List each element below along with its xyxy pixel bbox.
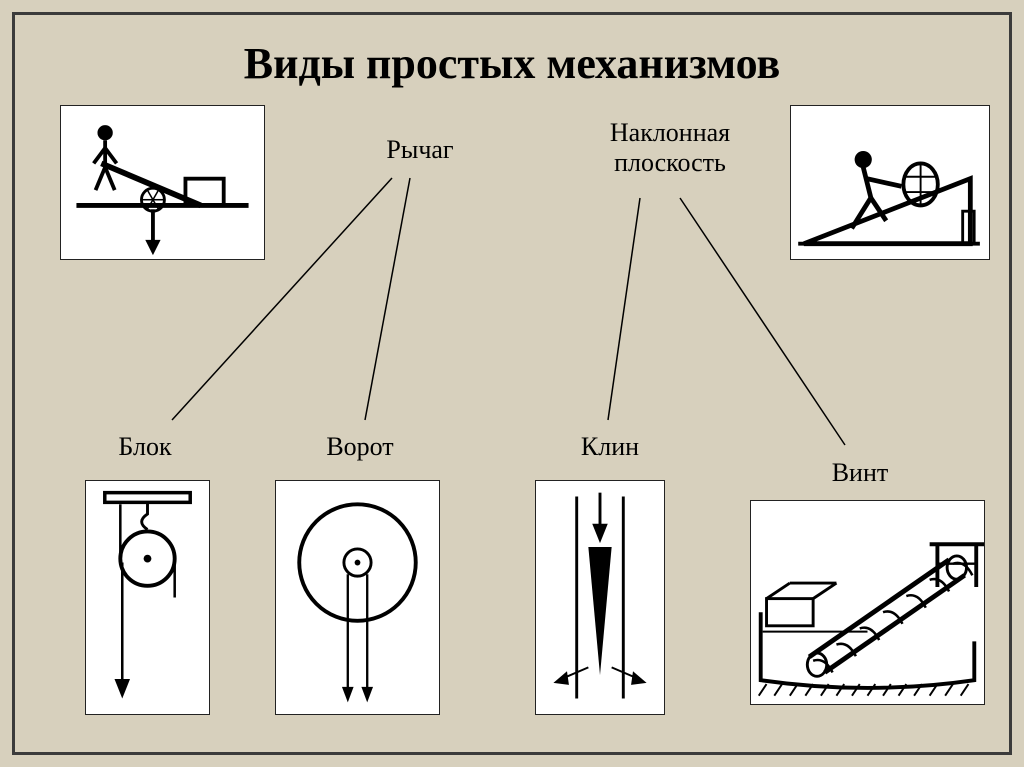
illus-screw [750, 500, 985, 705]
node-wedge: Клин [555, 432, 665, 462]
node-block: Блок [90, 432, 200, 462]
illus-incline [790, 105, 990, 260]
node-windlass: Ворот [300, 432, 420, 462]
diagram-canvas: Виды простых механизмов Рычаг Наклоннаяп… [0, 0, 1024, 767]
node-screw: Винт [805, 458, 915, 488]
illus-windlass [275, 480, 440, 715]
illus-block [85, 480, 210, 715]
illus-lever [60, 105, 265, 260]
page-title: Виды простых механизмов [0, 38, 1024, 89]
illus-wedge [535, 480, 665, 715]
node-incline: Наклоннаяплоскость [560, 118, 780, 178]
node-lever: Рычаг [360, 135, 480, 165]
